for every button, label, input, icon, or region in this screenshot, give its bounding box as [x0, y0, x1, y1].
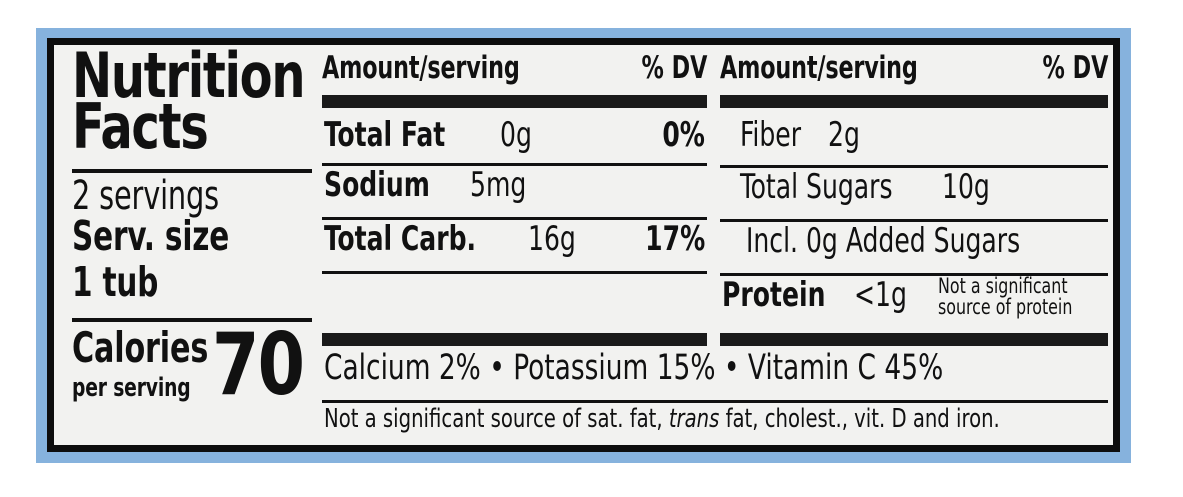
right-column-header: Amount/serving % DV — [720, 53, 1108, 93]
table-row: Protein <1g Not a significant source of … — [720, 273, 1108, 329]
table-row: Sodium 5mg — [322, 163, 707, 217]
nutrient-amount: 16g — [528, 219, 576, 259]
footnote-italic-trans: trans — [668, 404, 720, 434]
middle-nutrient-column: Amount/serving % DV Total Fat 0g 0% Sodi… — [322, 45, 707, 335]
table-row: Fiber 2g — [720, 113, 1108, 165]
middle-column-header: Amount/serving % DV — [322, 53, 707, 93]
nutrient-name: Total Carb. — [324, 219, 477, 259]
nutrient-amount: 0g — [500, 115, 532, 155]
title-line-facts: Facts — [72, 89, 209, 163]
footnote-part-1: Not a significant source of sat. fat, — [324, 404, 669, 434]
row-separator — [322, 271, 707, 274]
table-row: Total Fat 0g 0% — [322, 113, 707, 163]
protein-insignificance-note: Not a significant source of protein — [938, 276, 1106, 317]
vitamins-minerals-text: Calcium 2% • Potassium 15% • Vitamin C 4… — [324, 348, 944, 388]
note-line-2: source of protein — [938, 294, 1073, 319]
nutrition-facts-panel: Nutrition Facts 2 servings Serv. size 1 … — [54, 45, 1113, 445]
nutrient-amount: 2g — [828, 115, 860, 155]
nutrient-percent-dv: 0% — [662, 115, 705, 155]
thick-rule-bottom-middle — [322, 333, 707, 346]
footnote-text: Not a significant source of sat. fat, tr… — [324, 406, 1000, 432]
row-separator-bottom — [322, 271, 707, 274]
nutrient-name: Protein — [722, 275, 826, 315]
row-separator — [720, 219, 1108, 222]
footnote-part-2: fat, cholest., vit. D and iron. — [719, 404, 1000, 434]
nutrition-facts-title: Nutrition Facts — [72, 45, 332, 163]
thick-rule-middle-top — [322, 95, 707, 108]
nutrient-amount: <1g — [854, 275, 907, 315]
nutrient-name: Sodium — [324, 165, 430, 205]
nutrient-name: Total Sugars — [740, 167, 893, 207]
footnote-separator — [322, 400, 1108, 403]
row-separator — [720, 165, 1108, 168]
thick-rule-right-top — [720, 95, 1108, 108]
percent-dv-header: % DV — [1042, 50, 1108, 86]
calories-per-serving-label: per serving — [72, 373, 191, 403]
nutrient-percent-dv: 17% — [644, 219, 705, 259]
amount-per-serving-header: Amount/serving — [720, 50, 918, 86]
vitamins-minerals-row: Calcium 2% • Potassium 15% • Vitamin C 4… — [322, 345, 1108, 397]
table-row: Incl. 0g Added Sugars — [720, 219, 1108, 273]
serving-size-value: 1 tub — [72, 258, 159, 306]
title-line-nutrition: Nutrition — [72, 45, 306, 112]
row-separator — [322, 217, 707, 220]
calories-label: Calories — [72, 323, 209, 372]
nutrient-name: Total Fat — [324, 115, 446, 155]
row-separator — [720, 273, 1108, 276]
servings-per-container: 2 servings — [72, 173, 219, 219]
nutrient-name: Incl. 0g Added Sugars — [746, 221, 1021, 261]
serving-size-label: Serv. size — [72, 212, 230, 260]
note-line-1: Not a significant — [938, 274, 1068, 298]
nutrient-name: Fiber — [740, 115, 802, 155]
nutrient-amount: 5mg — [470, 165, 527, 205]
rule-above-calories — [72, 318, 312, 322]
percent-dv-header: % DV — [641, 50, 707, 86]
calories-value: 70 — [212, 315, 305, 415]
rule-under-title — [72, 169, 312, 173]
nutrient-amount: 10g — [942, 167, 990, 207]
thick-rule-bottom-right — [720, 333, 1108, 346]
table-row: Total Sugars 10g — [720, 165, 1108, 219]
amount-per-serving-header: Amount/serving — [322, 50, 520, 86]
right-nutrient-column: Amount/serving % DV Fiber 2g Total Sugar… — [720, 45, 1108, 335]
left-column: Nutrition Facts 2 servings Serv. size 1 … — [64, 45, 312, 445]
row-separator — [322, 163, 707, 166]
table-row: Total Carb. 16g 17% — [322, 217, 707, 271]
